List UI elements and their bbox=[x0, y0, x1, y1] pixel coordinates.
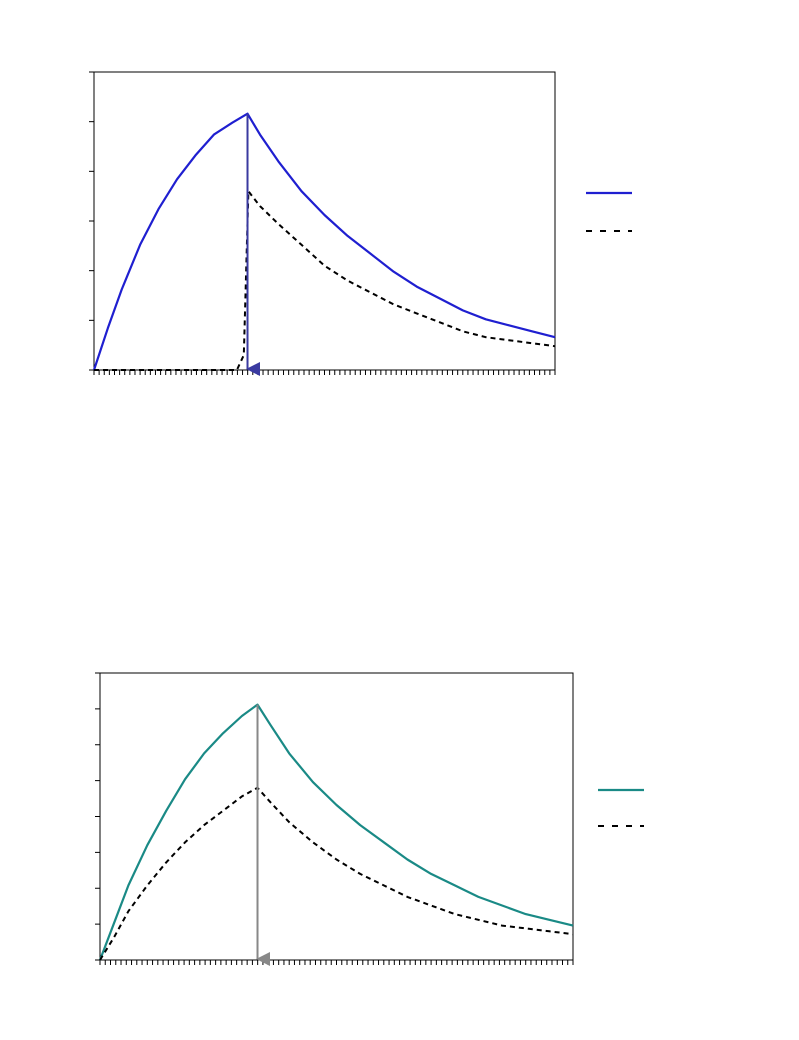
plot-frame bbox=[100, 673, 573, 960]
plot-frame bbox=[94, 72, 555, 370]
series-line-dashed bbox=[94, 191, 555, 370]
top-chart bbox=[89, 72, 632, 375]
series-line-solid bbox=[94, 114, 555, 370]
bottom-chart bbox=[95, 673, 644, 965]
series-line-dashed bbox=[100, 788, 573, 960]
series-line-solid bbox=[100, 705, 573, 960]
